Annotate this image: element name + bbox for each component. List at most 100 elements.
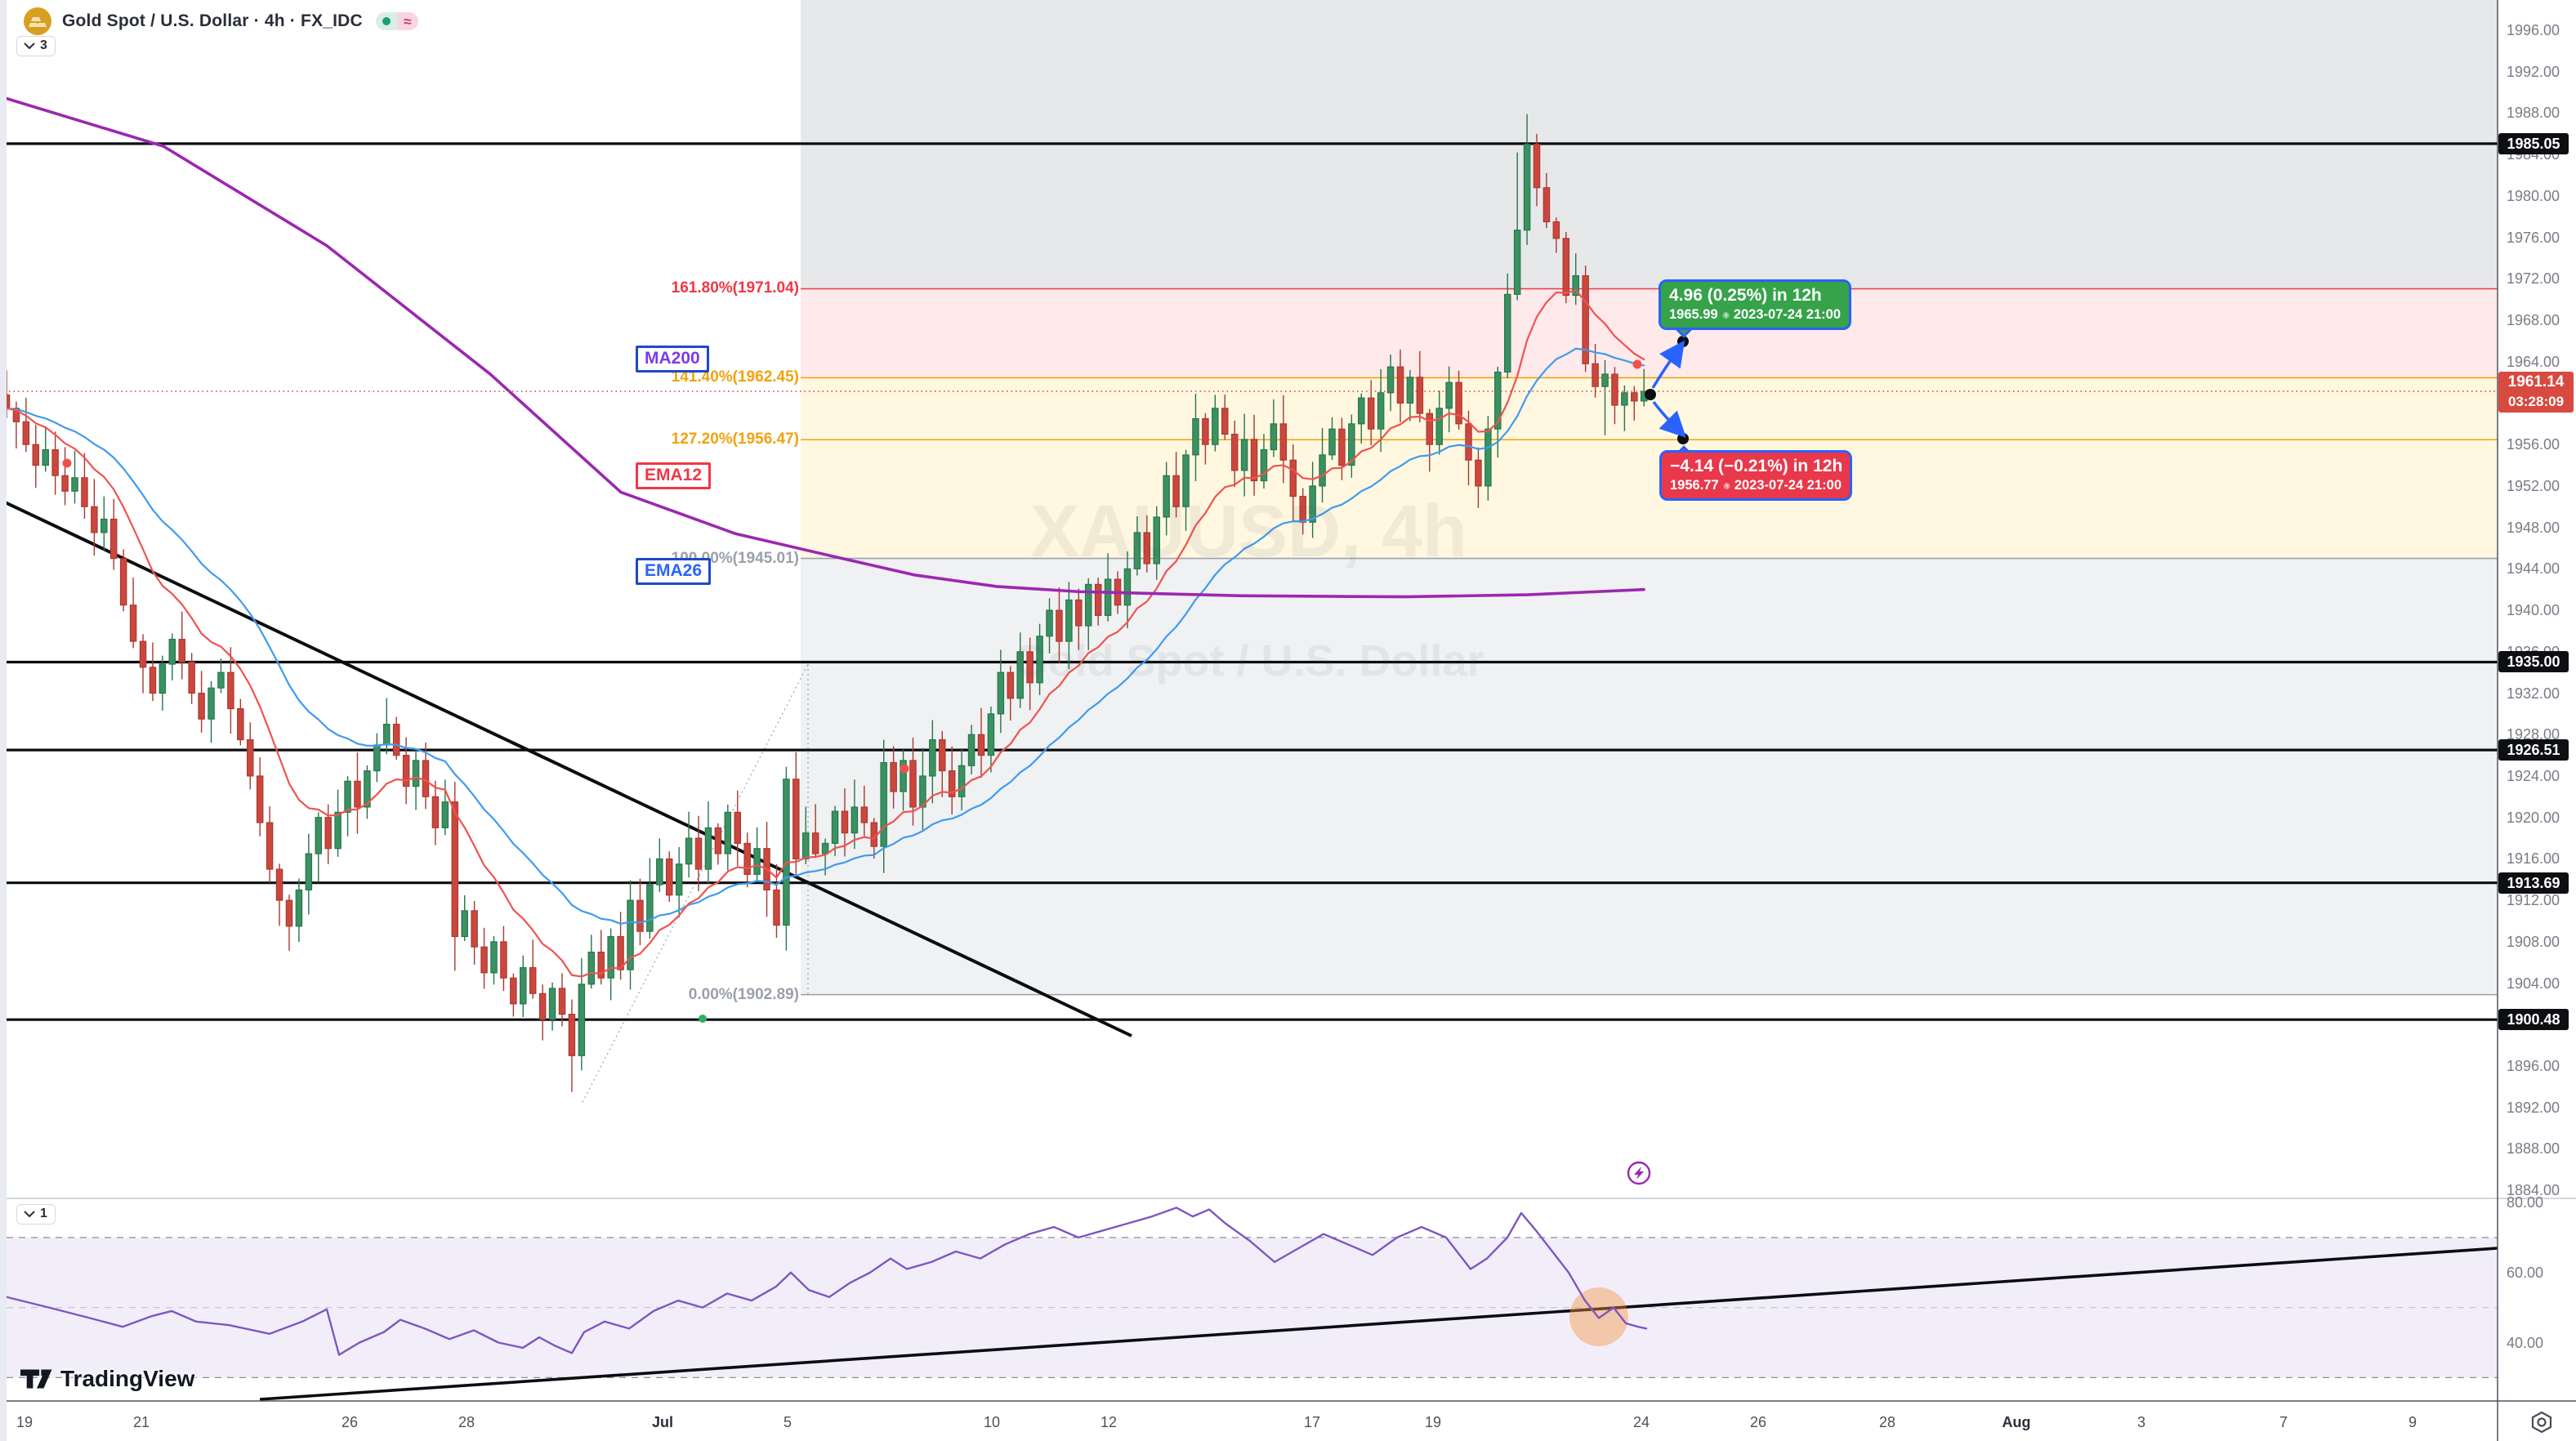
time-axis-tick: 12 bbox=[1100, 1414, 1118, 1430]
time-axis-tick: 28 bbox=[1878, 1414, 1896, 1430]
rsi-axis-tick: 40.00 bbox=[2507, 1334, 2544, 1351]
price-axis-tick: 1924.00 bbox=[2507, 767, 2560, 784]
sub-pane-object-count: 1 bbox=[40, 1207, 47, 1220]
clock-icon bbox=[1723, 482, 1730, 489]
delayed-data-icon: ≈ bbox=[396, 12, 418, 30]
up-datetime: 2023-07-24 21:00 bbox=[1733, 307, 1841, 322]
ma200-line bbox=[0, 95, 1645, 599]
left-edge-strip bbox=[0, 0, 7, 1441]
tradingview-logo-icon bbox=[20, 1369, 52, 1389]
time-axis-tick: 17 bbox=[1303, 1414, 1321, 1430]
price-level-label: 1926.51 bbox=[2498, 739, 2569, 761]
time-axis-tick: 21 bbox=[132, 1414, 150, 1430]
price-axis-tick: 1932.00 bbox=[2507, 685, 2560, 702]
rsi-trendline bbox=[259, 1247, 2498, 1401]
data-status-dot-icon bbox=[375, 12, 397, 30]
descending-trendline bbox=[0, 498, 1132, 1037]
arrow-up-projection bbox=[1651, 340, 1685, 389]
time-axis-tick: 3 bbox=[2136, 1414, 2146, 1430]
price-axis-tick: 1892.00 bbox=[2507, 1099, 2560, 1116]
signal-markers bbox=[62, 336, 1689, 1185]
fib-level-label: 141.40%(1962.45) bbox=[671, 368, 799, 386]
price-axis-tick: 1920.00 bbox=[2507, 809, 2560, 826]
price-axis-tick: 1996.00 bbox=[2507, 22, 2560, 38]
price-axis-tick: 1992.00 bbox=[2507, 63, 2560, 80]
rsi-pane[interactable] bbox=[7, 1237, 2498, 1401]
down-change-text: −4.14 (−0.21%) in 12h bbox=[1670, 457, 1843, 475]
arrow-down-projection bbox=[1652, 400, 1686, 438]
price-axis-tick: 1988.00 bbox=[2507, 105, 2560, 122]
time-axis-tick: Jul bbox=[651, 1414, 674, 1430]
time-axis-tick: 28 bbox=[458, 1414, 475, 1430]
time-axis-tick: 19 bbox=[1424, 1414, 1442, 1430]
clock-icon bbox=[1722, 311, 1730, 319]
main-pane-object-count: 3 bbox=[40, 38, 47, 52]
rsi-axis-tick: 80.00 bbox=[2507, 1194, 2544, 1211]
indicator-label-ema12[interactable]: EMA12 bbox=[636, 462, 712, 489]
current-price-label: 1961.14 03:28:09 bbox=[2498, 372, 2574, 413]
bar-countdown: 03:28:09 bbox=[2507, 394, 2565, 409]
ema12-line bbox=[5, 289, 1645, 978]
price-axis-tick: 1968.00 bbox=[2507, 312, 2560, 329]
tradingview-logo[interactable]: TradingView bbox=[20, 1366, 194, 1392]
price-axis-tick: 1952.00 bbox=[2507, 477, 2560, 494]
price-axis-tick: 1908.00 bbox=[2507, 933, 2560, 950]
projection-down-tooltip[interactable]: −4.14 (−0.21%) in 12h 1956.77 2023-07-24… bbox=[1659, 450, 1852, 501]
chevron-down-icon bbox=[24, 42, 35, 49]
time-axis-tick: 9 bbox=[2408, 1414, 2418, 1430]
fib-level-label: 127.20%(1956.47) bbox=[671, 431, 799, 448]
down-datetime: 2023-07-24 21:00 bbox=[1734, 478, 1842, 493]
tradingview-logo-text: TradingView bbox=[60, 1366, 195, 1391]
price-axis-tick: 1964.00 bbox=[2507, 353, 2560, 370]
time-axis-tick: 26 bbox=[1749, 1414, 1767, 1430]
price-level-label: 1900.48 bbox=[2498, 1009, 2569, 1031]
up-change-text: 4.96 (0.25%) in 12h bbox=[1669, 286, 1822, 305]
chevron-down-icon bbox=[24, 1210, 35, 1217]
price-axis-tick: 1916.00 bbox=[2507, 850, 2560, 868]
gold-coin-icon bbox=[24, 7, 51, 35]
main-pane-collapse-button[interactable]: 3 bbox=[16, 36, 56, 56]
price-axis-tick: 1980.00 bbox=[2507, 187, 2560, 204]
time-axis-tick: 7 bbox=[2279, 1414, 2288, 1430]
time-axis-tick: Aug bbox=[2002, 1414, 2031, 1430]
up-price: 1965.99 bbox=[1669, 307, 1718, 322]
price-axis-tick: 1940.00 bbox=[2507, 602, 2560, 619]
price-axis-tick: 1944.00 bbox=[2507, 560, 2560, 578]
symbol-title[interactable]: Gold Spot / U.S. Dollar · 4h · FX_IDC bbox=[62, 11, 363, 30]
price-axis-tick: 1904.00 bbox=[2507, 975, 2560, 992]
indicator-label-ema26[interactable]: EMA26 bbox=[636, 558, 712, 585]
price-axis-tick: 1948.00 bbox=[2507, 519, 2560, 536]
candles[interactable] bbox=[2, 114, 1648, 1092]
projection-up-tooltip[interactable]: 4.96 (0.25%) in 12h 1965.99 2023-07-24 2… bbox=[1659, 279, 1851, 330]
price-axis-tick: 1928.00 bbox=[2507, 726, 2560, 743]
price-axis-tick: 1912.00 bbox=[2507, 892, 2560, 909]
scale-settings-icon[interactable] bbox=[2529, 1411, 2554, 1434]
price-axis-tick: 1888.00 bbox=[2507, 1140, 2560, 1158]
fib-level-label: 0.00%(1902.89) bbox=[688, 985, 799, 1003]
price-level-label: 1935.00 bbox=[2498, 651, 2569, 673]
time-axis-tick: 24 bbox=[1632, 1414, 1650, 1430]
time-axis-tick: 10 bbox=[983, 1414, 1001, 1430]
price-axis-tick: 1896.00 bbox=[2507, 1058, 2560, 1074]
time-axis-tick: 19 bbox=[16, 1414, 33, 1430]
fib-extension-drawing[interactable] bbox=[582, 0, 2498, 1103]
price-axis-tick: 1956.00 bbox=[2507, 436, 2560, 453]
fib-level-label: 161.80%(1971.04) bbox=[671, 279, 799, 297]
symbol-header: Gold Spot / U.S. Dollar · 4h · FX_IDC ≈ bbox=[21, 5, 418, 38]
price-level-label: 1913.69 bbox=[2498, 872, 2569, 894]
sub-pane-collapse-button[interactable]: 1 bbox=[16, 1204, 56, 1225]
market-status-badge[interactable]: ≈ bbox=[375, 12, 418, 30]
rsi-line bbox=[5, 1207, 1648, 1356]
price-axis-tick: 1976.00 bbox=[2507, 229, 2560, 246]
price-level-label: 1985.05 bbox=[2498, 132, 2569, 154]
indicator-label-ma200[interactable]: MA200 bbox=[636, 346, 709, 373]
current-price: 1961.14 bbox=[2507, 373, 2565, 390]
price-axis-tick: 1972.00 bbox=[2507, 270, 2560, 288]
time-axis-tick: 26 bbox=[341, 1414, 359, 1430]
price-axis-tick: 1884.00 bbox=[2507, 1182, 2560, 1199]
time-axis-tick: 5 bbox=[783, 1414, 792, 1430]
rsi-axis-tick: 60.00 bbox=[2507, 1264, 2544, 1281]
ema26-line bbox=[5, 347, 1645, 925]
